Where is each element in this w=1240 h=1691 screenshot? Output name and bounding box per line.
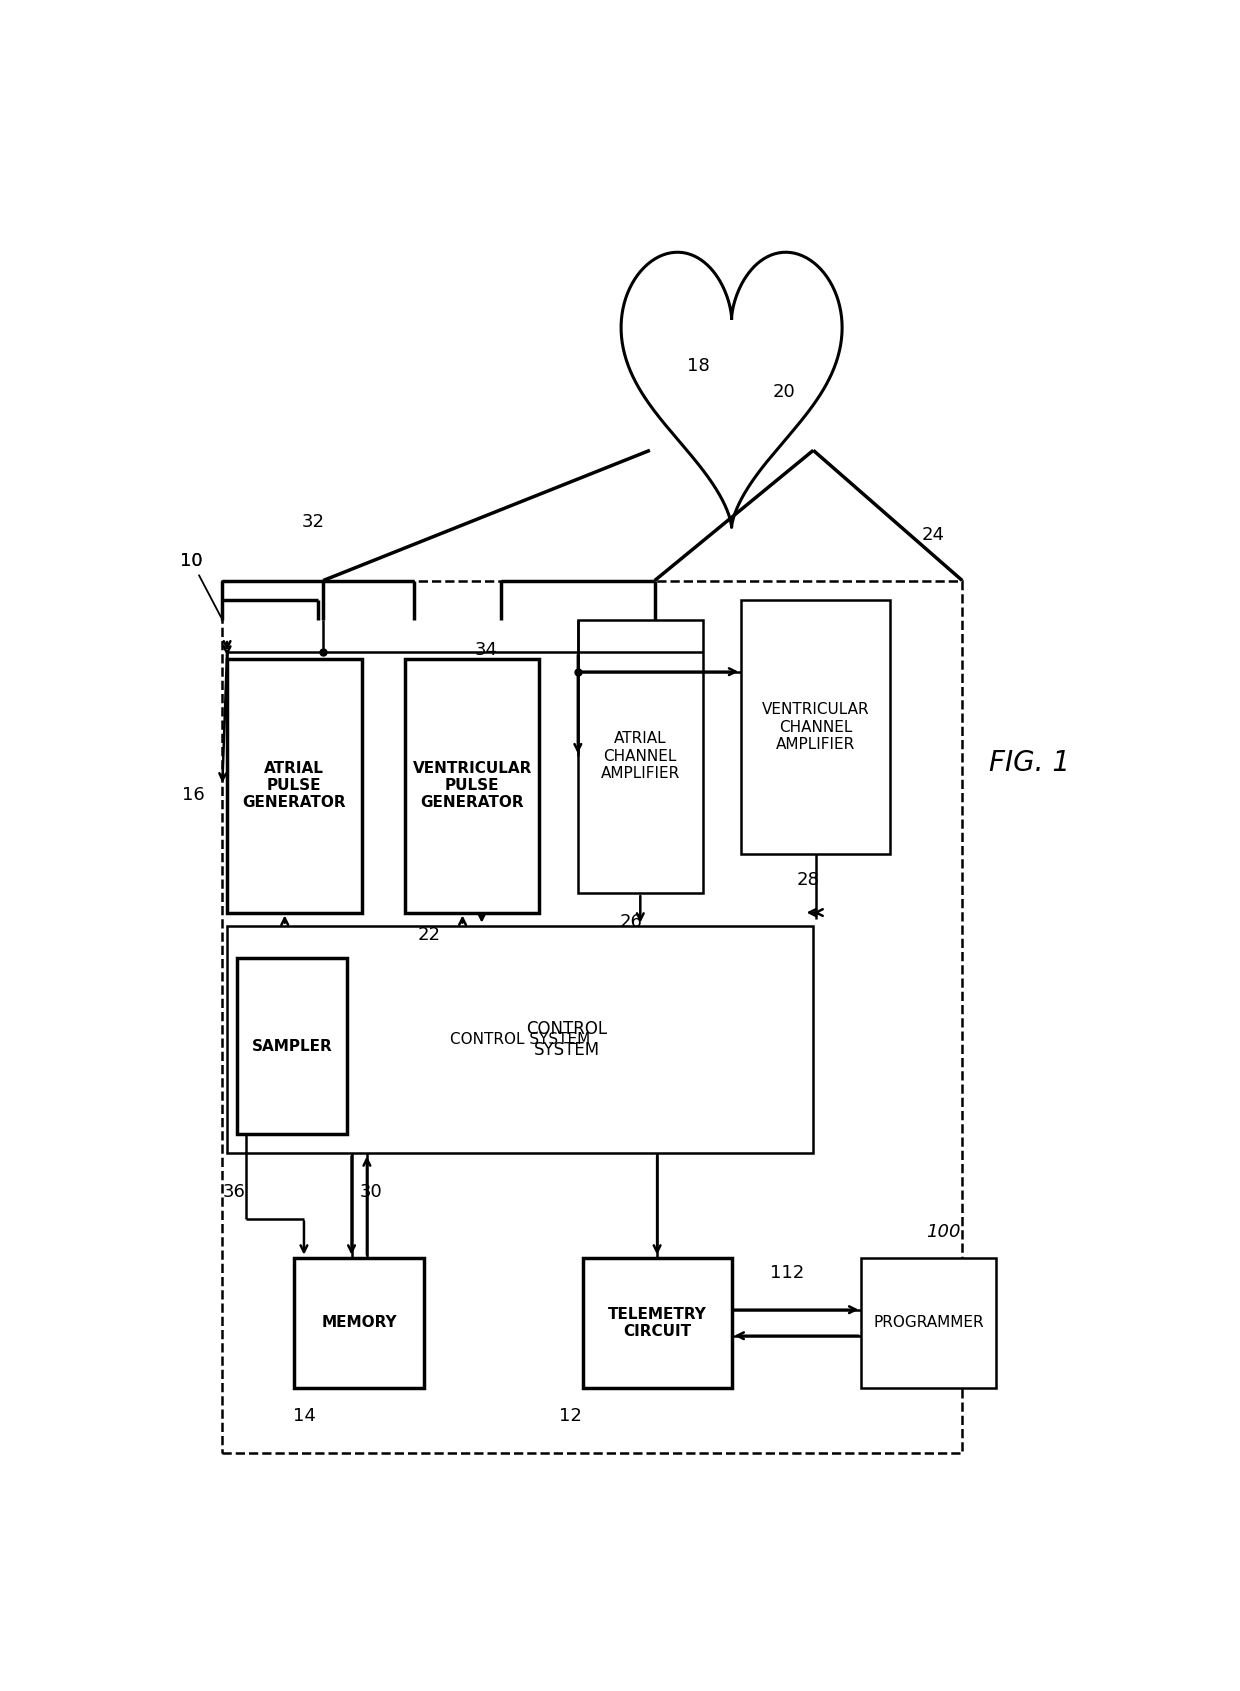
Text: 18: 18 [687,357,709,375]
Bar [222,580,962,1453]
Text: 20: 20 [773,382,796,401]
Text: 100: 100 [926,1223,960,1241]
Text: 24: 24 [921,526,945,545]
Text: ATRIAL
PULSE
GENERATOR: ATRIAL PULSE GENERATOR [243,761,346,810]
Text: 10: 10 [180,551,203,570]
Text: SAMPLER: SAMPLER [252,1038,332,1053]
Bar [742,600,890,854]
Text: MEMORY: MEMORY [321,1316,397,1331]
Text: ATRIAL
CHANNEL
AMPLIFIER: ATRIAL CHANNEL AMPLIFIER [600,732,680,781]
Bar [294,1258,424,1388]
Text: 14: 14 [293,1407,315,1426]
Text: VENTRICULAR
PULSE
GENERATOR: VENTRICULAR PULSE GENERATOR [413,761,532,810]
Text: VENTRICULAR
CHANNEL
AMPLIFIER: VENTRICULAR CHANNEL AMPLIFIER [761,702,869,752]
Text: 112: 112 [770,1265,805,1282]
Text: 22: 22 [418,925,440,944]
Text: CONTROL
SYSTEM: CONTROL SYSTEM [527,1020,608,1059]
Text: FIG. 1: FIG. 1 [990,749,1070,776]
Text: 26: 26 [619,913,642,930]
Text: 28: 28 [797,871,820,889]
Text: 34: 34 [475,641,498,658]
Text: 32: 32 [303,512,325,531]
Bar [227,925,813,1153]
Bar [227,658,362,913]
Bar [237,959,347,1135]
Bar [862,1258,996,1388]
Text: 36: 36 [222,1184,246,1202]
Text: 10: 10 [180,551,221,617]
Text: PROGRAMMER: PROGRAMMER [873,1316,983,1331]
Text: 16: 16 [182,786,205,805]
Bar [578,619,703,893]
Bar [404,658,539,913]
Text: 12: 12 [559,1407,582,1426]
Text: CONTROL SYSTEM: CONTROL SYSTEM [450,1032,590,1047]
Bar [583,1258,732,1388]
Text: 30: 30 [360,1184,383,1202]
Text: TELEMETRY
CIRCUIT: TELEMETRY CIRCUIT [608,1307,707,1339]
